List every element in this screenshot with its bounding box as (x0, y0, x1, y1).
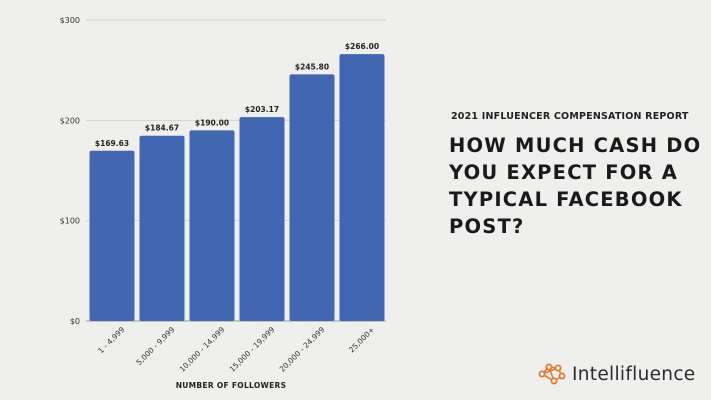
data-label: $203.17 (245, 105, 279, 114)
y-tick-label: $200 (60, 116, 80, 125)
y-tick-label: $100 (60, 217, 80, 226)
data-label: $190.00 (195, 118, 229, 127)
data-label: $184.67 (145, 124, 179, 133)
data-label: $266.00 (345, 42, 379, 51)
bar (89, 150, 135, 321)
bar (239, 117, 285, 321)
y-tick-label: $0 (70, 317, 80, 326)
bar (139, 135, 185, 321)
network-nodes-icon (538, 363, 566, 385)
x-tick-label: 15,000 - 19,999 (228, 325, 277, 374)
data-label: $169.63 (95, 139, 129, 148)
x-tick-label: 1 - 4,999 (96, 325, 126, 355)
x-tick-label: 20,000 - 24,999 (278, 325, 327, 374)
x-tick-label: 25,000+ (347, 325, 376, 354)
x-axis-label: NUMBER OF FOLLOWERS (176, 381, 287, 390)
brand-logo: Intellifluence (538, 362, 695, 386)
bar (189, 130, 235, 321)
x-tick-label: 5,000 - 9,999 (134, 325, 176, 367)
report-label: 2021 INFLUENCER COMPENSATION REPORT (451, 111, 689, 122)
page-title: HOW MUCH CASH DO YOU EXPECT FOR A TYPICA… (449, 134, 702, 238)
bar (339, 54, 385, 321)
data-label: $245.80 (295, 62, 329, 71)
x-tick-label: 10,000 - 14,999 (178, 325, 227, 374)
y-tick-label: $300 (60, 16, 80, 25)
bar (289, 74, 335, 321)
brand-name: Intellifluence (572, 363, 696, 385)
